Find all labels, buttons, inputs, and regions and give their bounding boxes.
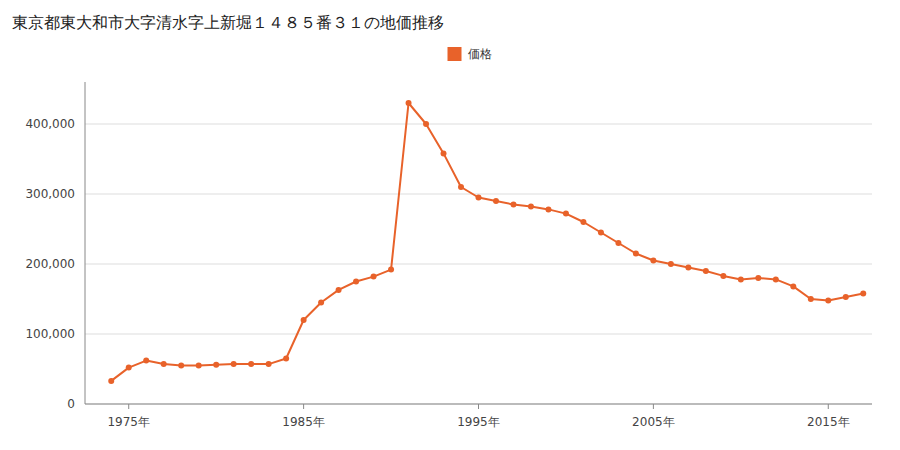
grid [85,124,872,404]
chart-container: 東京都東大和市大字清水字上新堀１４８５番３１の地価推移 0 100,000 200,0… [0,0,900,450]
point [196,363,202,369]
point [301,317,307,323]
point [353,279,359,285]
y-tick-label: 200,000 [25,257,75,271]
grid-line [85,404,872,405]
x-tick [653,404,654,409]
point [720,273,726,279]
point [668,261,674,267]
point [441,150,447,156]
point [510,202,516,208]
grid-line [85,124,872,125]
point [790,283,796,289]
point [528,204,534,210]
x-tick-label: 1985年 [282,415,325,429]
point [371,274,377,280]
x-tick-label: 1975年 [107,415,150,429]
point [773,276,779,282]
point [126,365,132,371]
point [388,267,394,273]
y-axis-line [85,82,86,404]
point [860,290,866,296]
point [685,265,691,271]
x-tick-label: 2015年 [807,415,850,429]
y-tick-label: 300,000 [25,187,75,201]
x-tick [828,404,829,409]
grid-line [85,194,872,195]
grid-line [85,264,872,265]
y-tick-label: 0 [67,397,75,411]
point [843,294,849,300]
legend-label: 価格 [468,47,492,61]
y-tick-label: 400,000 [25,117,75,131]
point [423,121,429,127]
point [563,211,569,217]
axes: 0 100,000 200,000 300,000 400,000 1975年 1985年 1… [25,82,872,429]
point [808,296,814,302]
title: 東京都東大和市大字清水字上新堀１４８５番３１の地価推移 [12,13,444,32]
line [111,103,863,381]
point [633,251,639,257]
point [336,287,342,293]
point [476,195,482,201]
point [755,275,761,281]
point [493,198,499,204]
x-tick [303,404,304,409]
point [108,378,114,384]
point [283,356,289,362]
point [178,363,184,369]
point [738,276,744,282]
x-axis-line [85,404,872,405]
x-tick-label: 1995年 [457,415,500,429]
point [703,268,709,274]
point [580,219,586,225]
chart-svg: 東京都東大和市大字清水字上新堀１４８５番３１の地価推移 0 100,000 200,0… [0,0,900,450]
x-tick [478,404,479,409]
point [318,300,324,306]
point [458,184,464,190]
plot-area [108,100,866,384]
point [650,258,656,264]
legend: 価格 [448,47,492,61]
grid-line [85,334,872,335]
point [161,361,167,367]
point [406,100,412,106]
point [231,361,237,367]
point [213,362,219,368]
point [615,240,621,246]
point [825,297,831,303]
point [143,358,149,364]
point [248,361,254,367]
legend-swatch [448,47,462,61]
x-tick-label: 2005年 [632,415,675,429]
x-tick [128,404,129,409]
y-tick-label: 100,000 [25,327,75,341]
point [266,361,272,367]
point [545,206,551,212]
point [598,230,604,236]
